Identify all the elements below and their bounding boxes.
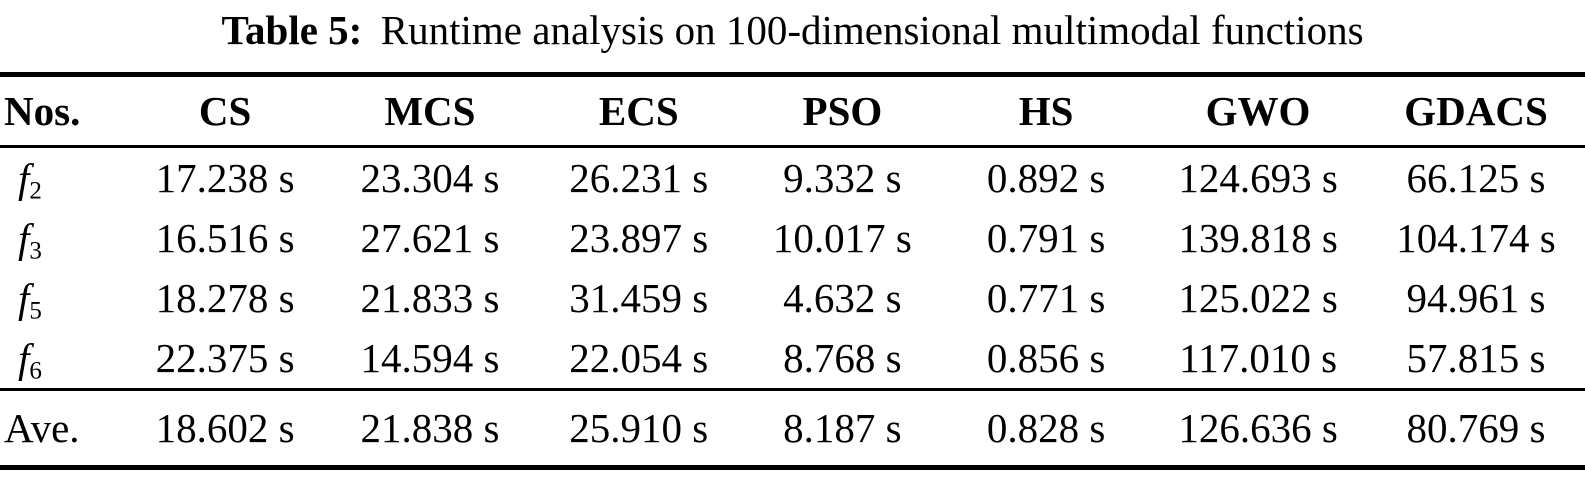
row-label-cell: f2 <box>0 147 126 209</box>
runtime-value: 124.693 s <box>1178 155 1338 201</box>
column-header-hs: HS <box>943 72 1150 148</box>
table-caption-label: Table 5: <box>221 7 363 53</box>
runtime-value: 8.768 s <box>783 335 902 381</box>
function-label-f3: f3 <box>4 214 42 265</box>
column-header-nos: Nos. <box>0 72 126 148</box>
runtime-value: 104.174 s <box>1396 215 1556 261</box>
runtime-value: 94.961 s <box>1406 275 1546 321</box>
function-symbol: f <box>18 215 30 261</box>
row-label-cell: f6 <box>0 328 126 390</box>
runtime-value: 126.636 s <box>1149 388 1368 470</box>
table-row-f3: f3 16.516 s 27.621 s 23.897 s 10.017 s 0… <box>0 208 1585 268</box>
runtime-value: 80.769 s <box>1367 388 1585 470</box>
runtime-value: 21.838 s <box>324 388 536 470</box>
runtime-value: 14.594 s <box>360 335 500 381</box>
runtime-value: 0.828 s <box>943 388 1150 470</box>
column-header-ecs: ECS <box>535 72 742 148</box>
table-caption-text: Runtime analysis on 100-dimensional mult… <box>380 7 1364 53</box>
function-symbol: f <box>18 275 30 321</box>
runtime-value: 16.516 s <box>155 215 295 261</box>
runtime-value: 0.856 s <box>986 335 1106 381</box>
runtime-value: 31.459 s <box>569 275 709 321</box>
row-label-cell: f3 <box>0 208 126 268</box>
runtime-value: 22.054 s <box>569 335 709 381</box>
runtime-value: 4.632 s <box>783 275 902 321</box>
runtime-value: 117.010 s <box>1179 335 1338 381</box>
row-label-cell: Ave. <box>0 388 126 470</box>
runtime-value: 23.897 s <box>569 215 709 261</box>
function-symbol: f <box>18 155 30 201</box>
runtime-value: 125.022 s <box>1178 275 1338 321</box>
function-subscript: 2 <box>29 177 42 205</box>
table-row-f5: f5 18.278 s 21.833 s 31.459 s 4.632 s 0.… <box>0 268 1585 328</box>
table-row-f2: f2 17.238 s 23.304 s 26.231 s 9.332 s 0.… <box>0 147 1585 209</box>
runtime-value: 0.771 s <box>986 275 1106 321</box>
runtime-value: 18.602 s <box>126 388 325 470</box>
runtime-value: 139.818 s <box>1178 215 1338 261</box>
function-subscript: 5 <box>29 297 42 325</box>
runtime-value: 26.231 s <box>569 155 709 201</box>
runtime-value: 8.187 s <box>741 388 944 470</box>
function-label-f2: f2 <box>4 154 42 205</box>
runtime-value: 10.017 s <box>772 215 912 261</box>
function-subscript: 3 <box>29 237 42 265</box>
table-row-average: Ave. 18.602 s 21.838 s 25.910 s 8.187 s … <box>0 388 1585 470</box>
runtime-value: 21.833 s <box>360 275 500 321</box>
column-header-gwo: GWO <box>1149 72 1368 148</box>
column-header-mcs: MCS <box>324 72 536 148</box>
table-body: f2 17.238 s 23.304 s 26.231 s 9.332 s 0.… <box>0 147 1585 470</box>
runtime-value: 25.910 s <box>535 388 742 470</box>
header-row: Nos. CS MCS ECS PSO HS GWO GDACS <box>0 72 1585 148</box>
runtime-value: 18.278 s <box>155 275 295 321</box>
row-label-cell: f5 <box>0 268 126 328</box>
runtime-value: 27.621 s <box>360 215 500 261</box>
runtime-value: 57.815 s <box>1406 335 1546 381</box>
runtime-value: 0.791 s <box>986 215 1106 261</box>
table-caption: Table 5: Runtime analysis on 100-dimensio… <box>0 2 1585 58</box>
column-header-gdacs: GDACS <box>1367 72 1585 148</box>
function-label-f5: f5 <box>4 274 42 325</box>
function-label-f6: f6 <box>4 334 42 385</box>
column-header-cs: CS <box>126 72 325 148</box>
runtime-value: 23.304 s <box>360 155 500 201</box>
table-header: Nos. CS MCS ECS PSO HS GWO GDACS <box>0 72 1585 148</box>
runtime-value: 0.892 s <box>986 155 1106 201</box>
runtime-value: 17.238 s <box>155 155 295 201</box>
runtime-value: 9.332 s <box>783 155 902 201</box>
runtime-value: 66.125 s <box>1406 155 1546 201</box>
function-symbol: f <box>18 335 30 381</box>
runtime-table: Nos. CS MCS ECS PSO HS GWO GDACS f2 17.2… <box>0 72 1585 470</box>
runtime-value: 22.375 s <box>155 335 295 381</box>
table-row-f6: f6 22.375 s 14.594 s 22.054 s 8.768 s 0.… <box>0 328 1585 390</box>
column-header-pso: PSO <box>741 72 944 148</box>
function-subscript: 6 <box>29 357 42 385</box>
